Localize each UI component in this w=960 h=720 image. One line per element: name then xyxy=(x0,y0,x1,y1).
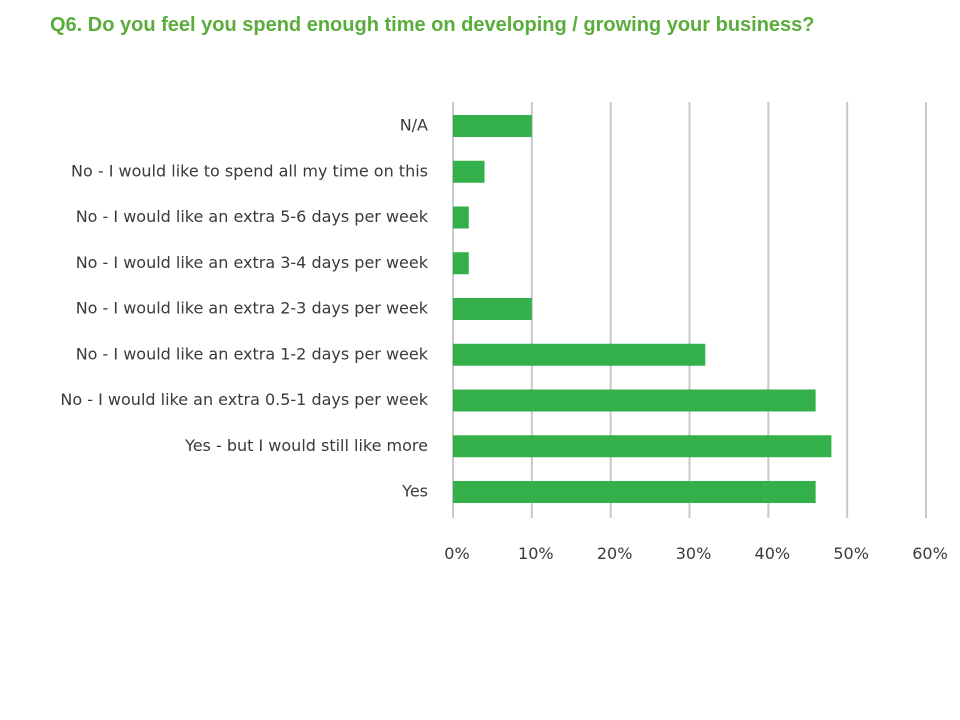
category-label-4: No - I would like an extra 2-3 days per … xyxy=(76,299,429,318)
x-tick-label-3: 30% xyxy=(676,544,712,563)
bar-8 xyxy=(453,481,816,503)
x-tick-label-5: 50% xyxy=(833,544,869,563)
bar-1 xyxy=(453,160,485,183)
category-label-7: Yes - but I would still like more xyxy=(184,436,428,455)
category-label-2: No - I would like an extra 5-6 days per … xyxy=(76,207,429,226)
bar-7 xyxy=(453,435,832,458)
category-label-3: No - I would like an extra 3-4 days per … xyxy=(76,253,429,272)
x-tick-label-2: 20% xyxy=(597,544,633,563)
category-label-8: Yes xyxy=(401,482,428,501)
bar-2 xyxy=(453,206,469,229)
x-tick-label-1: 10% xyxy=(518,544,554,563)
x-tick-label-0: 0% xyxy=(444,544,469,563)
bar-5 xyxy=(453,343,706,366)
category-label-1: No - I would like to spend all my time o… xyxy=(71,161,428,180)
bar-0 xyxy=(453,115,532,137)
x-tick-label-6: 60% xyxy=(912,544,948,563)
slide-title: Q6. Do you feel you spend enough time on… xyxy=(50,14,815,36)
bar-6 xyxy=(453,389,816,412)
category-label-5: No - I would like an extra 1-2 days per … xyxy=(76,344,429,363)
x-tick-label-4: 40% xyxy=(755,544,791,563)
category-label-0: N/A xyxy=(400,116,428,135)
category-label-6: No - I would like an extra 0.5-1 days pe… xyxy=(60,390,428,409)
category-labels: N/A No - I would like to spend all my tim… xyxy=(60,116,428,501)
bar-4 xyxy=(453,298,532,320)
bars xyxy=(453,115,832,503)
x-tick-labels: 0% 10% 20% 30% 40% 50% 60% xyxy=(444,544,947,563)
bar-3 xyxy=(453,252,469,275)
